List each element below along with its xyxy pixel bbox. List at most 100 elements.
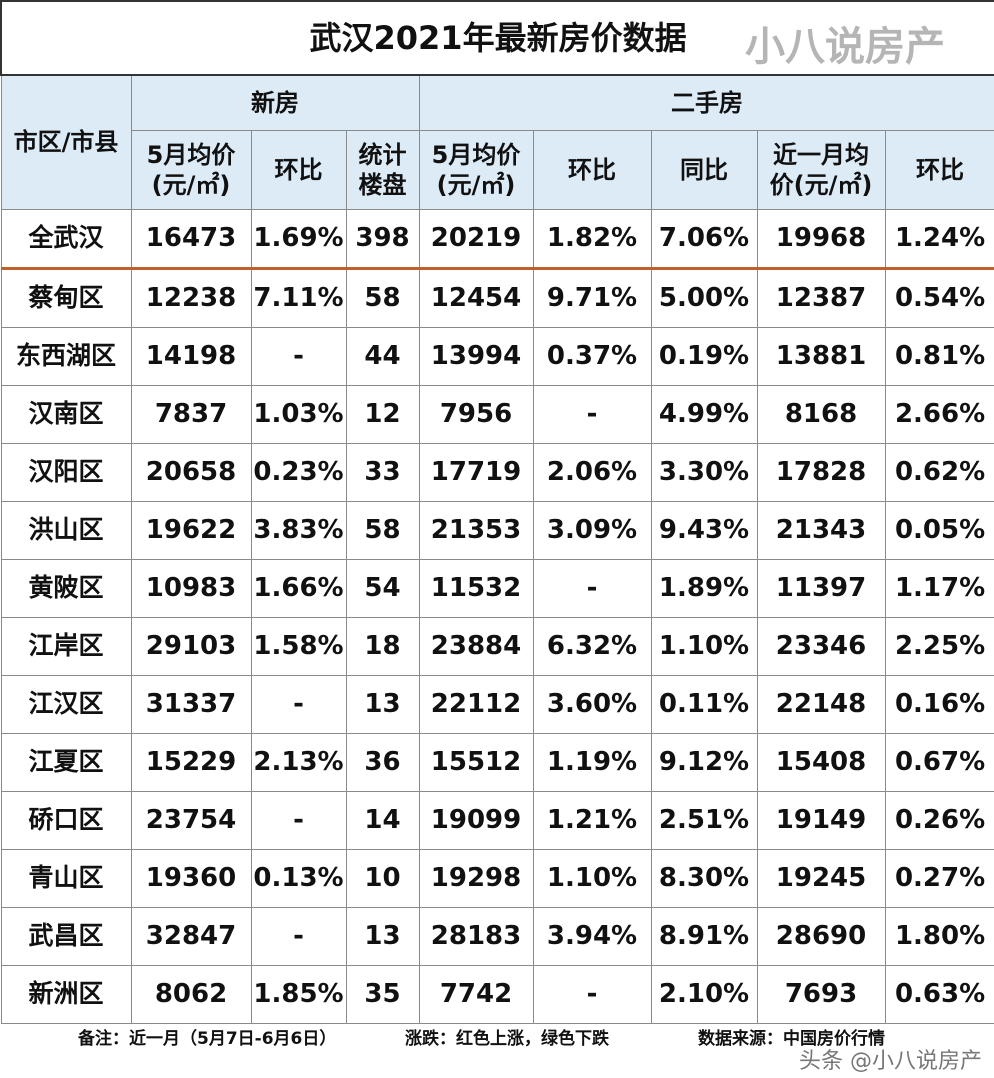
table-row: 硚口区 23754-14 19099 1.21% 2.51% 19149 0.26% bbox=[0, 790, 994, 850]
footer-source: 数据来源：中国房价行情 bbox=[698, 1029, 885, 1049]
footer-legend: 涨跌：红色上涨，绿色下跌 bbox=[405, 1029, 609, 1049]
table-cell: 19149 bbox=[756, 790, 886, 850]
district-name: 黄陂区 bbox=[0, 558, 132, 618]
table-cell: 11532 bbox=[418, 558, 534, 618]
table-cell: 1.17% bbox=[884, 558, 994, 618]
table-cell: 28690 bbox=[756, 906, 886, 966]
table-cell: 3.09% bbox=[532, 500, 652, 560]
table-cell: 4.99% bbox=[650, 384, 758, 444]
table-title: 武汉2021年最新房价数据 bbox=[0, 0, 994, 76]
table-cell: 13881 bbox=[756, 326, 886, 386]
table-cell: - bbox=[250, 326, 347, 386]
table-cell: 2.51% bbox=[650, 790, 758, 850]
table-cell: 15229 bbox=[130, 732, 252, 792]
table-cell: 58 bbox=[345, 267, 420, 328]
table-cell: 1.10% bbox=[650, 616, 758, 676]
district-name: 江岸区 bbox=[0, 616, 132, 676]
table-cell: 2.66% bbox=[884, 384, 994, 444]
district-name: 江汉区 bbox=[0, 674, 132, 734]
table-cell: 1.66% bbox=[250, 558, 347, 618]
table-cell: 19245 bbox=[756, 848, 886, 908]
table-cell: 58 bbox=[345, 500, 420, 560]
table-row: 江岸区 29103 1.58% 18 23884 6.32% 1.10% 23346 2.25% bbox=[0, 616, 994, 676]
table-cell: 8062 bbox=[130, 964, 252, 1024]
table-cell: 19968 bbox=[756, 208, 886, 270]
table-cell: 13 bbox=[345, 674, 420, 734]
table-cell: 44 bbox=[345, 326, 420, 386]
table-row: 汉南区 7837 1.03% 12 7956-4.99% 8168 2.66% bbox=[0, 384, 994, 444]
table-cell: 0.16% bbox=[884, 674, 994, 734]
table-cell: 31337 bbox=[130, 674, 252, 734]
table-cell: 54 bbox=[345, 558, 420, 618]
table-cell: 0.05% bbox=[884, 500, 994, 560]
district-name: 汉南区 bbox=[0, 384, 132, 444]
table-cell: 0.27% bbox=[884, 848, 994, 908]
table-cell: 2.10% bbox=[650, 964, 758, 1024]
table-row: 全武汉 16473 1.69% 398 20219 1.82% 7.06% 19968 1.24… bbox=[0, 208, 994, 270]
table-cell: 22148 bbox=[756, 674, 886, 734]
table-cell: 1.58% bbox=[250, 616, 347, 676]
table-cell: 8.30% bbox=[650, 848, 758, 908]
column-header: 5月均价(元/㎡) bbox=[130, 129, 252, 210]
district-name: 硚口区 bbox=[0, 790, 132, 850]
table-cell: 1.24% bbox=[884, 208, 994, 270]
table-cell: 19298 bbox=[418, 848, 534, 908]
table-cell: 9.12% bbox=[650, 732, 758, 792]
table-cell: 7.11% bbox=[250, 267, 347, 328]
table-cell: - bbox=[250, 790, 347, 850]
district-name: 洪山区 bbox=[0, 500, 132, 560]
table-cell: 1.10% bbox=[532, 848, 652, 908]
column-header: 环比 bbox=[532, 129, 652, 210]
table-cell: 28183 bbox=[418, 906, 534, 966]
table-cell: 13994 bbox=[418, 326, 534, 386]
house-price-table: 武汉2021年最新房价数据 市区/市县 新房 二手房 5月均价(元/㎡) 环比 统计… bbox=[0, 0, 994, 1024]
table-cell: 23754 bbox=[130, 790, 252, 850]
table-row: 新洲区 8062 1.85% 35 7742-2.10% 7693 0.63% bbox=[0, 964, 994, 1024]
table-cell: 14198 bbox=[130, 326, 252, 386]
table-cell: 9.71% bbox=[532, 267, 652, 328]
header-district: 市区/市县 bbox=[0, 74, 132, 210]
table-cell: - bbox=[532, 964, 652, 1024]
table-cell: 20658 bbox=[130, 442, 252, 502]
table-cell: 18 bbox=[345, 616, 420, 676]
table-cell: 16473 bbox=[130, 208, 252, 270]
table-cell: 8.91% bbox=[650, 906, 758, 966]
table-cell: - bbox=[250, 906, 347, 966]
table-cell: 1.80% bbox=[884, 906, 994, 966]
table-cell: 0.67% bbox=[884, 732, 994, 792]
table-cell: 15512 bbox=[418, 732, 534, 792]
table-cell: 0.54% bbox=[884, 267, 994, 328]
table-row: 武昌区 32847-13 28183 3.94% 8.91% 28690 1.80% bbox=[0, 906, 994, 966]
table-cell: 1.89% bbox=[650, 558, 758, 618]
table-cell: 15408 bbox=[756, 732, 886, 792]
table-cell: 14 bbox=[345, 790, 420, 850]
district-name: 全武汉 bbox=[0, 208, 132, 270]
table-row: 江夏区 15229 2.13% 36 15512 1.19% 9.12% 15408 0.67% bbox=[0, 732, 994, 792]
table-cell: 12454 bbox=[418, 267, 534, 328]
table-row: 江汉区 31337-13 22112 3.60% 0.11% 22148 0.16% bbox=[0, 674, 994, 734]
column-header: 近一月均价(元/㎡) bbox=[756, 129, 886, 210]
table-cell: 12387 bbox=[756, 267, 886, 328]
table-cell: 8168 bbox=[756, 384, 886, 444]
table-cell: 19622 bbox=[130, 500, 252, 560]
header-second-hand: 二手房 bbox=[418, 74, 994, 131]
district-name: 东西湖区 bbox=[0, 326, 132, 386]
header-new-house: 新房 bbox=[130, 74, 420, 131]
table-cell: 0.81% bbox=[884, 326, 994, 386]
table-cell: - bbox=[250, 674, 347, 734]
district-name: 青山区 bbox=[0, 848, 132, 908]
table-cell: 23346 bbox=[756, 616, 886, 676]
table-cell: 3.83% bbox=[250, 500, 347, 560]
table-cell: 2.06% bbox=[532, 442, 652, 502]
district-name: 蔡甸区 bbox=[0, 267, 132, 328]
table-cell: 1.19% bbox=[532, 732, 652, 792]
table-cell: - bbox=[532, 384, 652, 444]
table-cell: 12 bbox=[345, 384, 420, 444]
table-cell: 7956 bbox=[418, 384, 534, 444]
table-cell: 12238 bbox=[130, 267, 252, 328]
table-cell: 7742 bbox=[418, 964, 534, 1024]
table-cell: 0.13% bbox=[250, 848, 347, 908]
table-cell: 21353 bbox=[418, 500, 534, 560]
table-cell: 32847 bbox=[130, 906, 252, 966]
table-cell: 21343 bbox=[756, 500, 886, 560]
